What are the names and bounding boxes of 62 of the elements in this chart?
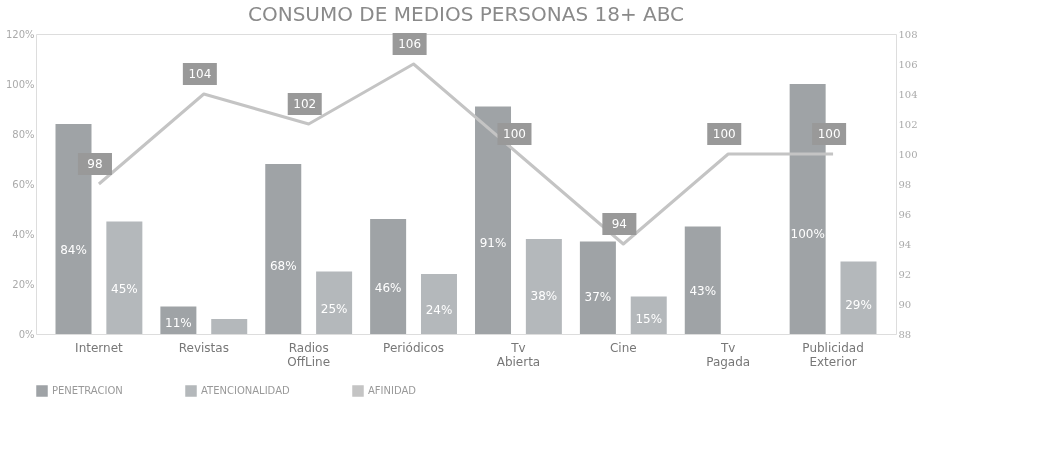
data-label: 29% — [845, 298, 872, 312]
data-label: 91% — [479, 236, 507, 250]
x-tick-label: Cine — [609, 340, 637, 355]
x-tick-label: Publicidad Exterior — [802, 340, 864, 369]
data-label: 94 — [611, 217, 628, 231]
bar — [525, 239, 562, 334]
chart-title: CONSUMO DE MEDIOS PERSONAS 18+ ABC — [247, 2, 685, 26]
x-tick-label: Periódicos — [383, 340, 445, 355]
y-tick-label: 60% — [12, 178, 35, 190]
y2-tick-label: 88 — [898, 328, 912, 340]
data-label: 100% — [790, 227, 825, 241]
x-tick-label: Revistas — [178, 340, 229, 355]
bar — [840, 261, 877, 334]
bar — [684, 226, 721, 334]
y-tick-label: 80% — [12, 128, 35, 140]
data-label: 46% — [374, 281, 402, 295]
data-label: 100 — [712, 127, 736, 141]
y-tick-label: 120% — [5, 28, 35, 40]
bar — [106, 221, 143, 334]
bar — [579, 241, 616, 334]
bar — [370, 219, 407, 334]
data-label: 100 — [817, 127, 841, 141]
bar — [265, 164, 302, 334]
bar — [420, 274, 457, 334]
data-label: 102 — [293, 97, 317, 111]
legend-label: AFINIDAD — [368, 385, 417, 396]
y-tick-label: 20% — [12, 278, 35, 290]
x-tick-label: Tv Abierta — [496, 340, 541, 369]
data-label: 106 — [398, 37, 422, 51]
y2-tick-label: 96 — [898, 208, 912, 220]
data-label: 100 — [503, 127, 526, 141]
legend-label: ATENCIONALIDAD — [201, 385, 290, 396]
data-label: 45% — [111, 282, 138, 296]
legend-label: PENETRACION — [52, 385, 123, 396]
data-label: 104 — [188, 67, 212, 81]
x-tick-label: Internet — [75, 340, 124, 355]
y2-tick-label: 102 — [898, 118, 918, 130]
y-tick-label: 40% — [12, 228, 35, 240]
x-tick-label: Tv Pagada — [706, 340, 751, 369]
data-label: 37% — [584, 290, 612, 304]
data-label: 98 — [87, 157, 103, 171]
data-label: 43% — [689, 284, 717, 298]
bar — [211, 319, 248, 334]
x-tick-label: Radios OffLine — [287, 340, 331, 369]
y2-tick-label: 104 — [898, 88, 918, 100]
y2-tick-label: 100 — [898, 148, 918, 160]
y2-tick-label: 98 — [898, 178, 912, 190]
y2-tick-label: 92 — [898, 268, 912, 280]
bar — [316, 271, 353, 334]
data-label: 25% — [320, 302, 348, 316]
y-tick-label: 100% — [5, 78, 35, 90]
data-label: 84% — [60, 243, 87, 257]
data-label: 38% — [530, 289, 558, 303]
y2-tick-label: 108 — [898, 28, 918, 40]
y2-tick-label: 106 — [898, 58, 918, 70]
data-label: 24% — [425, 303, 453, 317]
data-label: 68% — [269, 259, 297, 273]
y2-tick-label: 94 — [898, 238, 912, 250]
y-tick-label: 0% — [18, 328, 35, 340]
data-label: 15% — [635, 312, 663, 326]
data-label: 11% — [165, 316, 192, 330]
y2-tick-label: 90 — [898, 298, 912, 310]
